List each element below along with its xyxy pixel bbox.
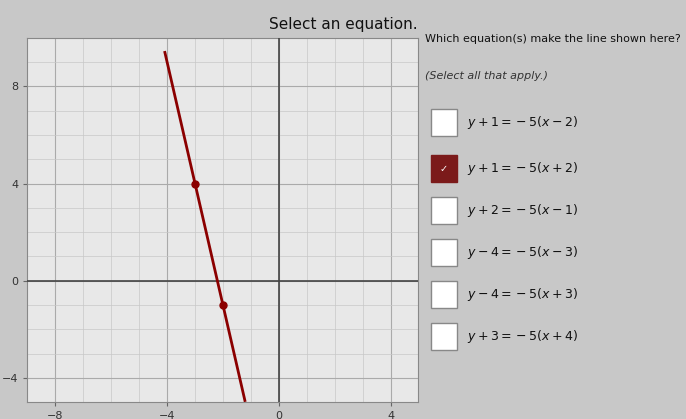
Text: Which equation(s) make the line shown here?: Which equation(s) make the line shown he… xyxy=(425,34,681,44)
Text: (Select all that apply.): (Select all that apply.) xyxy=(425,71,548,81)
Bar xyxy=(431,197,457,224)
Bar xyxy=(431,323,457,350)
Text: $y-4=-5(x+3)$: $y-4=-5(x+3)$ xyxy=(467,286,578,303)
Bar xyxy=(431,155,457,182)
Text: $y+3=-5(x+4)$: $y+3=-5(x+4)$ xyxy=(467,328,578,345)
Bar xyxy=(431,109,457,136)
Text: $y+2=-5(x-1)$: $y+2=-5(x-1)$ xyxy=(467,202,578,219)
Text: $y+1=-5(x+2)$: $y+1=-5(x+2)$ xyxy=(467,160,578,177)
Text: $y+1=-5(x-2)$: $y+1=-5(x-2)$ xyxy=(467,114,578,131)
Text: ✓: ✓ xyxy=(440,164,448,173)
Text: $y-4=-5(x-3)$: $y-4=-5(x-3)$ xyxy=(467,244,578,261)
Bar xyxy=(431,281,457,308)
Bar xyxy=(431,239,457,266)
Text: Select an equation.: Select an equation. xyxy=(269,17,417,32)
